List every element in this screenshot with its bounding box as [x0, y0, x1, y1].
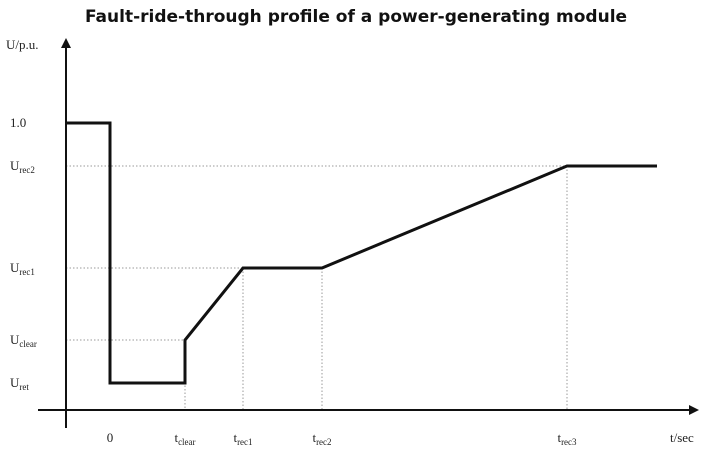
x-label: 0: [107, 430, 114, 445]
y-label-base: U: [10, 332, 20, 347]
x-label-base: t: [557, 430, 561, 445]
x-labels: 0 tclear trec1 trec2 trec3: [107, 430, 577, 447]
x-label: trec3: [557, 430, 577, 447]
y-label-base: U: [10, 375, 20, 390]
y-label-sub: ret: [19, 382, 29, 392]
y-label: Urec1: [10, 260, 35, 277]
title: Fault-ride-through profile of a power-ge…: [85, 7, 627, 27]
x-label-sub: rec1: [237, 437, 253, 447]
x-label-sub: rec2: [316, 437, 332, 447]
y-axis-label: U/p.u.: [6, 37, 39, 52]
x-label: trec2: [312, 430, 331, 447]
x-axis-label: t/sec: [670, 430, 694, 445]
x-label-base: t: [174, 430, 178, 445]
x-label-base: t: [233, 430, 237, 445]
x-label-base: 0: [107, 430, 114, 445]
y-label-sub: rec1: [19, 267, 35, 277]
guide-lines: [66, 165, 568, 410]
y-label-base: 1.0: [10, 115, 26, 130]
y-label-base: U: [10, 260, 20, 275]
x-label: trec1: [233, 430, 252, 447]
x-label: tclear: [174, 430, 195, 447]
y-label-sub: clear: [19, 339, 36, 349]
y-label-base: U: [10, 158, 20, 173]
y-label: Urec2: [10, 158, 35, 175]
x-label-sub: rec3: [561, 437, 577, 447]
y-label: Uret: [10, 375, 29, 392]
x-label-base: t: [312, 430, 316, 445]
y-label: 1.0: [10, 115, 26, 130]
x-label-sub: clear: [178, 437, 195, 447]
y-label: Uclear: [10, 332, 37, 349]
y-label-sub: rec2: [19, 165, 35, 175]
fault-profile: [66, 121, 657, 385]
